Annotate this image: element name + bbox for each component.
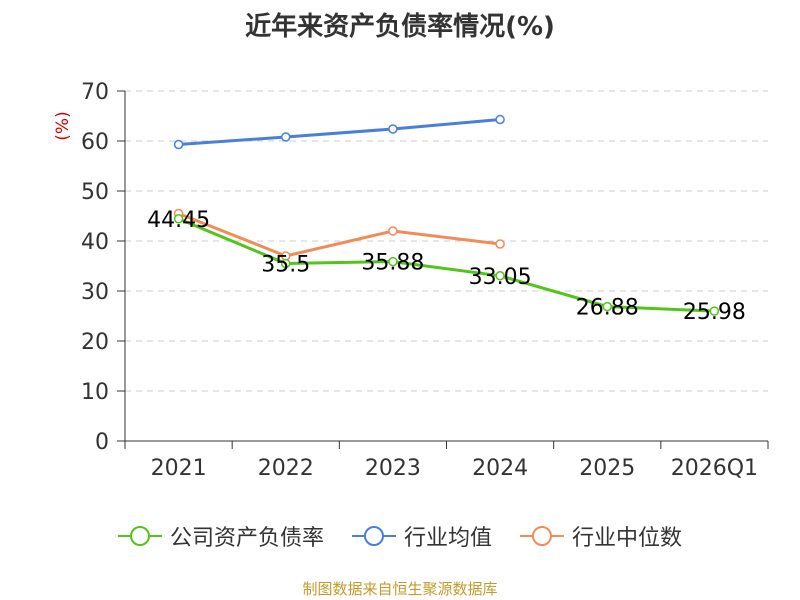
series-0-point-1 <box>281 258 291 269</box>
legend-label-company: 公司资产负债率 <box>169 526 324 551</box>
y-tick-label-0: 0 <box>95 430 109 455</box>
x-tick-label-1: 2022 <box>258 456 314 481</box>
series-1-point-3 <box>495 114 505 125</box>
series-0-point-2 <box>388 256 398 267</box>
y-tick-label-6: 60 <box>81 130 109 155</box>
x-tick-label-0: 2021 <box>151 456 207 481</box>
series-1-point-0 <box>173 139 184 150</box>
source-note: 制图数据来自恒生聚源数据库 <box>302 580 498 598</box>
series-2-point-3 <box>495 239 505 249</box>
series-2-point-2 <box>388 226 398 236</box>
x-tick-label-5: 2026Q1 <box>671 456 758 481</box>
data-label-5: 25.98 <box>683 300 746 325</box>
series-0-point-3 <box>495 271 505 281</box>
series-line-0 <box>178 217 715 313</box>
chart-legend: 公司资产负债率 行业均值 行业中位数 <box>0 520 800 552</box>
series-0-point-0 <box>173 214 184 224</box>
legend-item-company[interactable]: 公司资产负债率 <box>117 520 324 552</box>
series-line-1 <box>178 118 501 146</box>
y-tick-label-3: 30 <box>81 280 109 305</box>
series-1-point-2 <box>388 124 398 134</box>
series-0-point-5 <box>709 306 720 316</box>
legend-swatch-industry-median <box>520 526 564 546</box>
series-1-point-1 <box>281 132 291 142</box>
legend-swatch-company <box>117 526 162 546</box>
y-tick-label-5: 50 <box>81 180 109 205</box>
data-label-4: 26.88 <box>576 296 639 321</box>
legend-label-industry-mean: 行业均值 <box>403 526 492 551</box>
series-line-2 <box>178 212 501 258</box>
x-tick-label-2: 2023 <box>365 456 421 481</box>
x-tick-label-4: 2025 <box>579 456 635 481</box>
y-tick-label-4: 40 <box>81 230 109 255</box>
data-label-3: 33.05 <box>469 265 532 290</box>
y-tick-label-1: 10 <box>81 380 109 405</box>
legend-item-industry-median[interactable]: 行业中位数 <box>520 520 682 552</box>
y-axis-label: (%) <box>53 111 73 140</box>
chart-title: 近年来资产负债率情况(%) <box>245 12 555 42</box>
x-tick-label-3: 2024 <box>472 456 528 481</box>
legend-item-industry-mean[interactable]: 行业均值 <box>351 520 492 552</box>
data-label-2: 35.88 <box>361 251 424 276</box>
legend-label-industry-median: 行业中位数 <box>572 526 683 551</box>
y-tick-label-2: 20 <box>81 330 109 355</box>
legend-swatch-industry-mean <box>351 526 396 546</box>
y-tick-label-7: 70 <box>81 80 109 105</box>
data-label-0: 44.45 <box>147 208 210 233</box>
series-0-point-4 <box>602 301 612 312</box>
data-label-1: 35.5 <box>261 253 310 278</box>
